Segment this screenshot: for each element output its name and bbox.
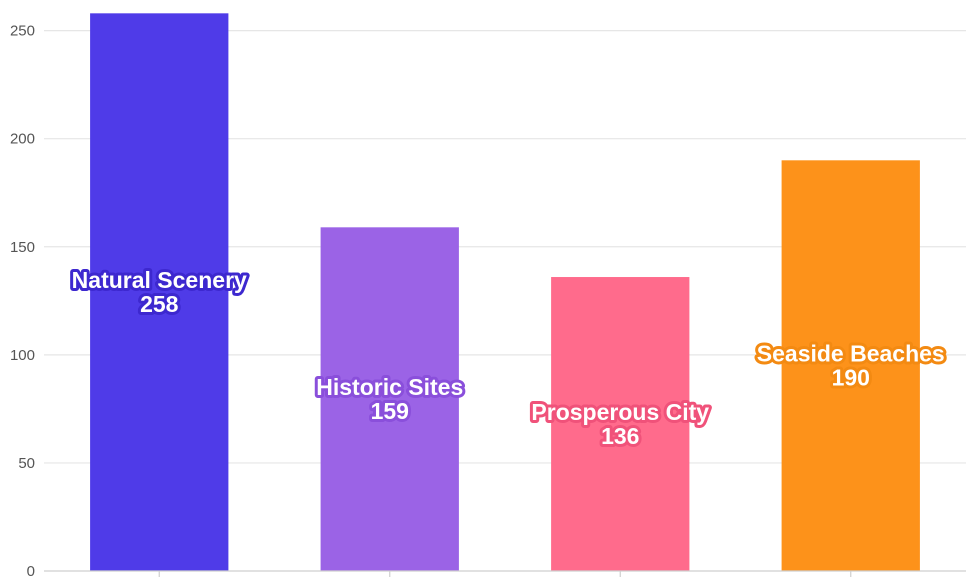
y-tick-label: 50 [18, 455, 35, 472]
bar-value-label: 190 [832, 365, 870, 391]
bar-category-label: Seaside Beaches [757, 341, 945, 367]
bar-1 [320, 227, 459, 572]
y-tick-label: 150 [10, 239, 35, 256]
y-tick-label: 0 [27, 563, 35, 580]
bar-category-label: Prosperous City [531, 399, 709, 425]
bar-0 [90, 13, 229, 572]
y-axis: 0 50 100 150 200 250 [10, 23, 35, 580]
bar-2 [551, 277, 690, 571]
bar-3 [781, 160, 920, 572]
bar-category-label: Natural Scenery [72, 267, 247, 293]
y-tick-label: 250 [10, 23, 35, 40]
x-axis [44, 570, 966, 577]
bar-value-label: 159 [371, 398, 409, 424]
bars [90, 13, 920, 572]
y-tick-label: 100 [10, 347, 35, 364]
bar-value-label: 258 [140, 291, 179, 317]
bar-category-label: Historic Sites [316, 374, 463, 400]
y-tick-label: 200 [10, 131, 35, 148]
bar-value-label: 136 [601, 423, 639, 449]
